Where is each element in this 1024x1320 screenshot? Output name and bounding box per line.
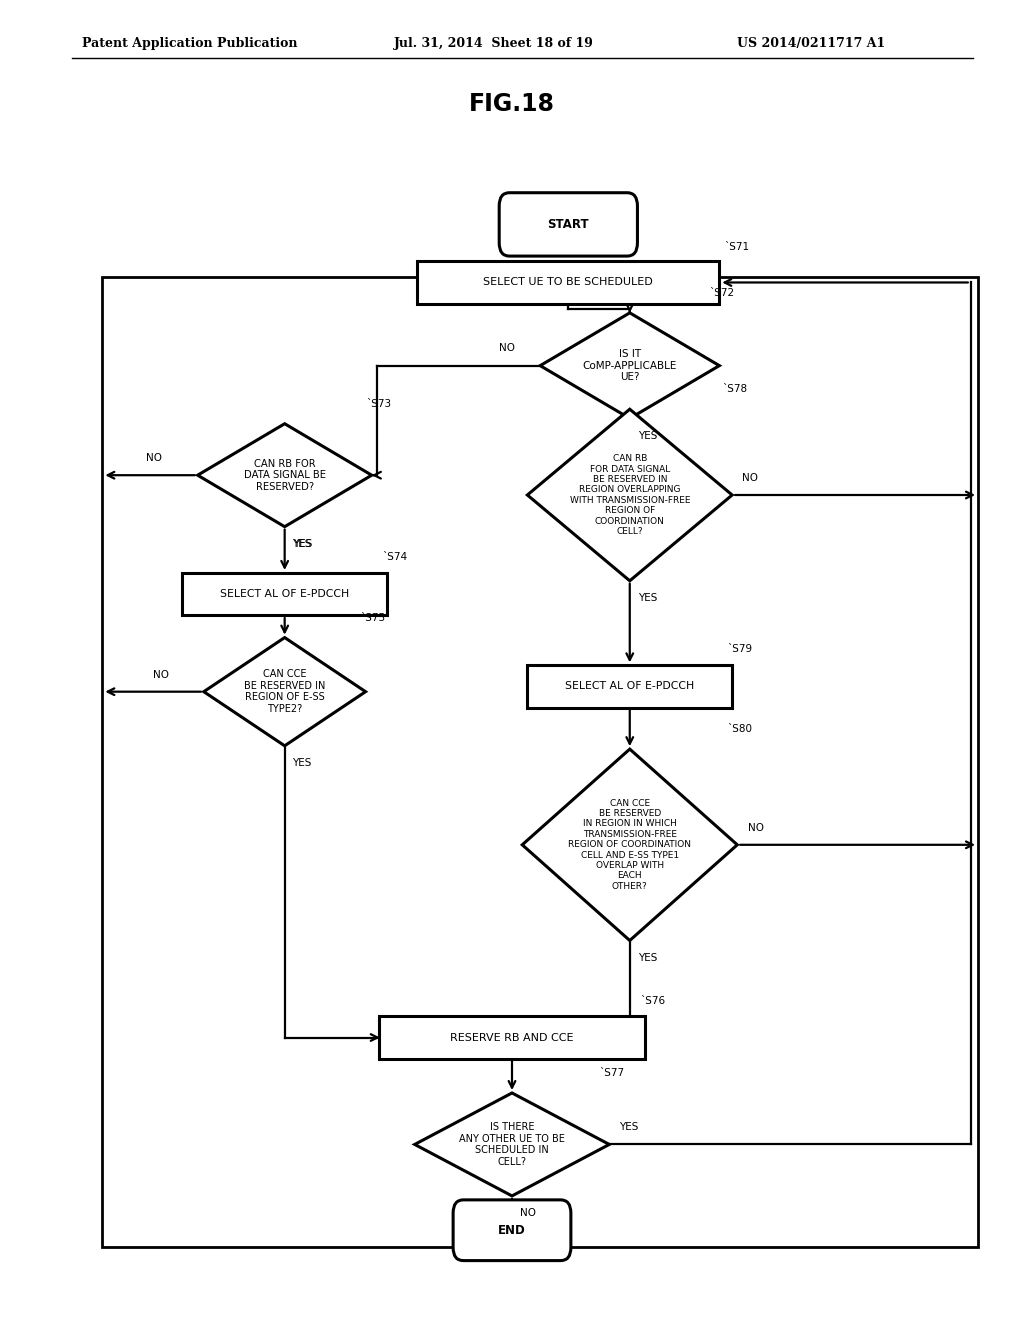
Text: YES: YES [292,758,311,768]
Text: SELECT AL OF E-PDCCH: SELECT AL OF E-PDCCH [220,589,349,599]
FancyBboxPatch shape [527,665,732,708]
Text: `S73: `S73 [367,399,392,409]
FancyBboxPatch shape [418,260,720,304]
Text: IS THERE
ANY OTHER UE TO BE
SCHEDULED IN
CELL?: IS THERE ANY OTHER UE TO BE SCHEDULED IN… [459,1122,565,1167]
Text: END: END [498,1224,526,1237]
Text: `S77: `S77 [599,1068,625,1078]
Text: SELECT UE TO BE SCHEDULED: SELECT UE TO BE SCHEDULED [483,277,653,288]
Text: `S72: `S72 [709,288,734,298]
Text: Jul. 31, 2014  Sheet 18 of 19: Jul. 31, 2014 Sheet 18 of 19 [394,37,594,50]
FancyBboxPatch shape [500,193,637,256]
Text: `S75: `S75 [360,612,386,623]
Text: NO: NO [153,669,169,680]
Text: SELECT AL OF E-PDCCH: SELECT AL OF E-PDCCH [565,681,694,692]
Text: YES: YES [638,953,657,962]
FancyBboxPatch shape [379,1016,645,1059]
Polygon shape [527,409,732,581]
Text: `S79: `S79 [727,644,753,655]
Text: START: START [548,218,589,231]
Text: NO: NO [748,822,764,833]
Text: IS IT
CoMP-APPLICABLE
UE?: IS IT CoMP-APPLICABLE UE? [583,348,677,383]
Text: YES: YES [638,430,657,441]
Text: YES: YES [638,593,657,603]
Text: NO: NO [520,1208,537,1218]
Bar [102,277,978,1247]
Text: YES: YES [293,539,312,549]
Polygon shape [522,750,737,940]
Polygon shape [198,424,372,527]
FancyBboxPatch shape [182,573,387,615]
Text: CAN CCE
BE RESERVED
IN REGION IN WHICH
TRANSMISSION-FREE
REGION OF COORDINATION
: CAN CCE BE RESERVED IN REGION IN WHICH T… [568,799,691,891]
Text: YES: YES [620,1122,639,1133]
Polygon shape [415,1093,609,1196]
Text: `S80: `S80 [727,725,752,734]
FancyBboxPatch shape [453,1200,571,1261]
Text: FIG.18: FIG.18 [469,92,555,116]
Text: `S71: `S71 [725,243,750,252]
Text: CAN CCE
BE RESERVED IN
REGION OF E-SS
TYPE2?: CAN CCE BE RESERVED IN REGION OF E-SS TY… [244,669,326,714]
Polygon shape [204,638,366,746]
Text: `S78: `S78 [722,384,748,395]
Text: CAN RB FOR
DATA SIGNAL BE
RESERVED?: CAN RB FOR DATA SIGNAL BE RESERVED? [244,458,326,492]
Text: YES: YES [292,539,311,549]
Text: CAN RB
FOR DATA SIGNAL
BE RESERVED IN
REGION OVERLAPPING
WITH TRANSMISSION-FREE
: CAN RB FOR DATA SIGNAL BE RESERVED IN RE… [569,454,690,536]
Polygon shape [541,313,719,418]
Text: NO: NO [742,473,759,483]
Text: Patent Application Publication: Patent Application Publication [82,37,297,50]
Text: NO: NO [500,343,515,354]
Text: RESERVE RB AND CCE: RESERVE RB AND CCE [451,1032,573,1043]
Text: NO: NO [146,453,163,463]
Text: US 2014/0211717 A1: US 2014/0211717 A1 [737,37,886,50]
Text: `S74: `S74 [382,552,408,562]
Text: `S76: `S76 [640,995,666,1006]
